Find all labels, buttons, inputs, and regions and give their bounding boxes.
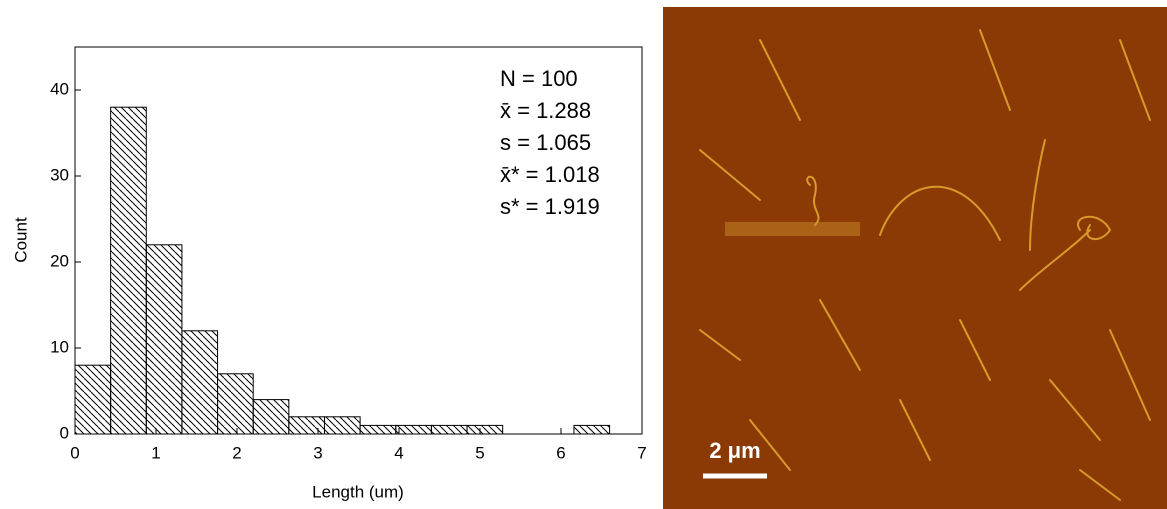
y-tick-label: 30 [50,165,69,184]
bar [467,425,503,434]
x-tick-label: 1 [151,443,160,462]
figure: 0 10 20 30 40 0 1 2 3 4 5 6 7 N = 100 x̄ = 1.288 s = 1.… [0,0,1167,509]
image-background [663,7,1167,509]
y-tick-label: 40 [50,79,69,98]
bar [289,417,325,434]
stat-annotation: N = 100 [500,66,578,91]
bar [75,365,111,434]
y-tick-label: 10 [50,337,69,356]
bar [324,417,360,434]
x-tick-label: 3 [313,443,322,462]
x-tick-label: 5 [475,443,484,462]
x-tick-label: 6 [556,443,565,462]
scale-bar-label: 2 μm [709,438,760,463]
y-tick-label: 20 [50,251,69,270]
bar [253,400,289,434]
x-tick-label: 2 [232,443,241,462]
bar [218,374,254,434]
bar [574,425,610,434]
page: 0 10 20 30 40 0 1 2 3 4 5 6 7 N = 100 x̄ = 1.288 s = 1.… [0,0,1167,509]
y-axis-label: Count [11,217,30,263]
bar [396,425,432,434]
bar [360,425,396,434]
x-axis-label: Length (um) [312,482,404,501]
stat-annotation: x̄ = 1.288 [500,98,591,123]
stat-annotation: s* = 1.919 [500,194,600,219]
histogram-plot: 0 10 20 30 40 0 1 2 3 4 5 6 7 N = 100 x̄ = 1.288 s = 1.… [50,47,647,462]
stat-annotation: x̄* = 1.018 [500,162,600,187]
x-tick-label: 0 [70,443,79,462]
afm-image: 2 μm [663,7,1167,509]
bar [431,425,467,434]
x-tick-label: 7 [637,443,646,462]
bar [146,245,182,434]
scan-artifact [725,222,860,236]
x-tick-label: 4 [394,443,403,462]
y-tick-label: 0 [60,423,69,442]
stat-annotation: s = 1.065 [500,130,591,155]
bar [182,331,218,434]
bar [111,107,147,434]
